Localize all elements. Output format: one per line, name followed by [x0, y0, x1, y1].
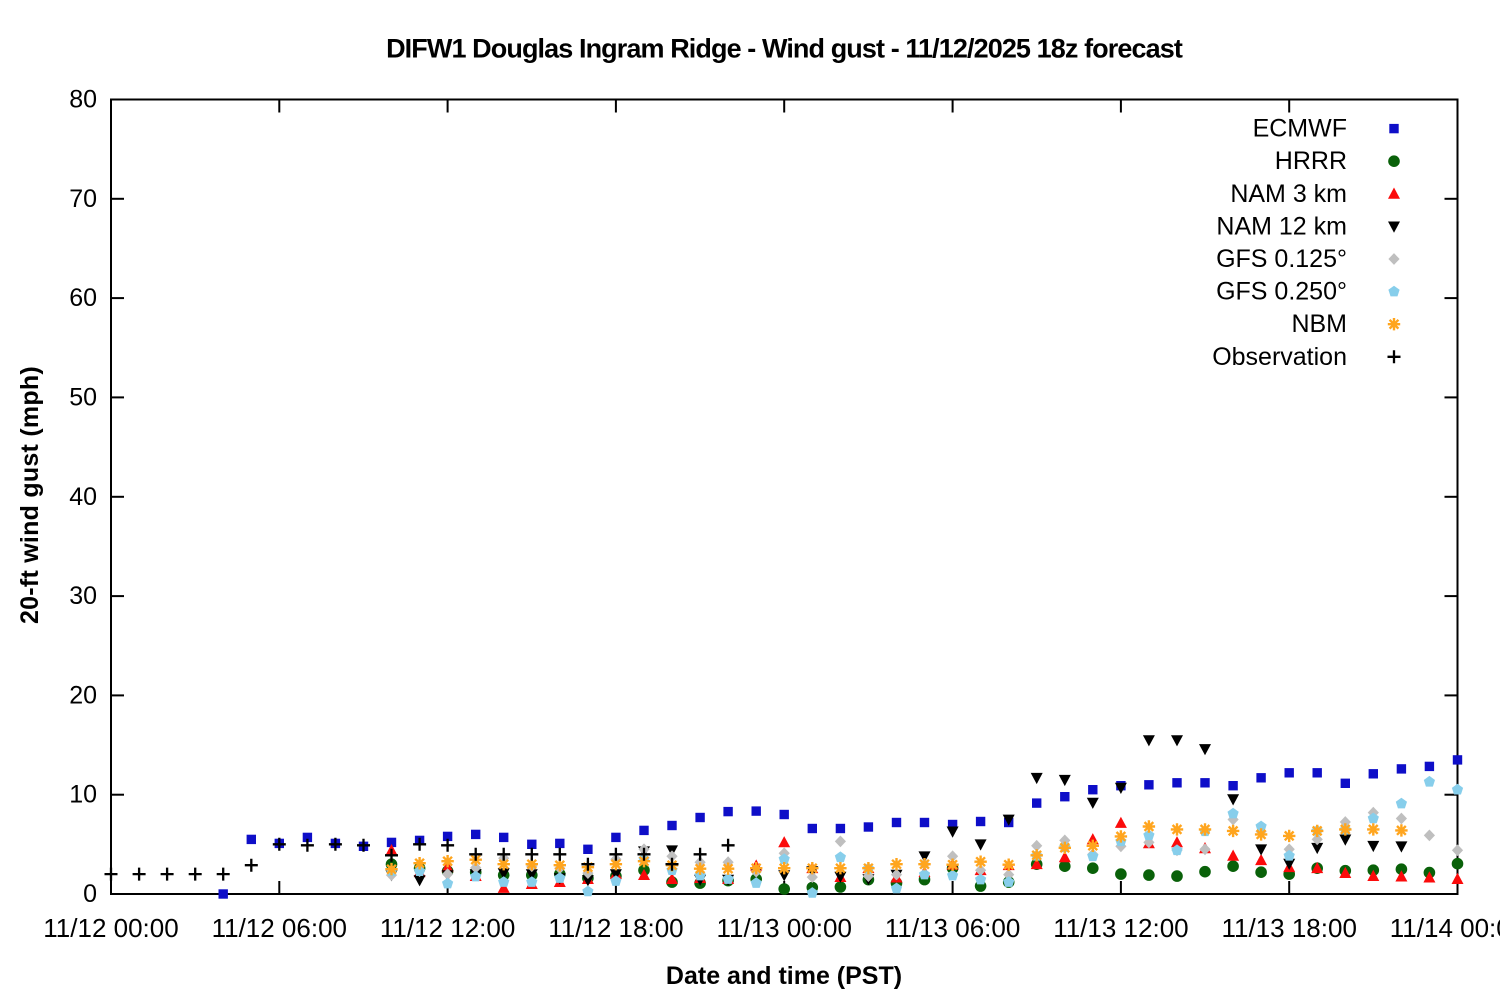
svg-text:20: 20: [69, 681, 97, 709]
svg-text:11/13 12:00: 11/13 12:00: [1053, 913, 1188, 943]
svg-text:11/13 00:00: 11/13 00:00: [716, 913, 851, 943]
svg-text:DIFW1 Douglas Ingram Ridge - W: DIFW1 Douglas Ingram Ridge - Wind gust -…: [386, 34, 1183, 64]
svg-text:0: 0: [83, 880, 97, 908]
svg-text:NAM 3 km: NAM 3 km: [1230, 180, 1347, 208]
svg-text:20-ft wind gust (mph): 20-ft wind gust (mph): [16, 366, 44, 624]
svg-text:HRRR: HRRR: [1275, 147, 1347, 175]
svg-text:11/12 18:00: 11/12 18:00: [548, 913, 683, 943]
svg-text:40: 40: [69, 483, 97, 511]
svg-text:Observation: Observation: [1212, 343, 1347, 371]
svg-text:11/12 06:00: 11/12 06:00: [212, 913, 347, 943]
svg-text:NAM 12 km: NAM 12 km: [1216, 212, 1347, 240]
svg-text:11/12 12:00: 11/12 12:00: [380, 913, 515, 943]
svg-text:ECMWF: ECMWF: [1253, 115, 1347, 143]
svg-text:10: 10: [69, 781, 97, 809]
svg-text:NBM: NBM: [1291, 310, 1347, 338]
svg-text:Date and time (PST): Date and time (PST): [666, 962, 902, 990]
svg-text:11/12 00:00: 11/12 00:00: [43, 913, 178, 943]
svg-text:11/14 00:00: 11/14 00:00: [1390, 913, 1500, 943]
svg-text:70: 70: [69, 185, 97, 213]
svg-text:60: 60: [69, 284, 97, 312]
svg-text:30: 30: [69, 582, 97, 610]
svg-text:11/13 18:00: 11/13 18:00: [1221, 913, 1356, 943]
svg-text:50: 50: [69, 383, 97, 411]
svg-text:GFS 0.250°: GFS 0.250°: [1216, 278, 1347, 306]
svg-text:GFS 0.125°: GFS 0.125°: [1216, 245, 1347, 273]
svg-text:11/13 06:00: 11/13 06:00: [885, 913, 1020, 943]
svg-text:80: 80: [69, 86, 97, 114]
